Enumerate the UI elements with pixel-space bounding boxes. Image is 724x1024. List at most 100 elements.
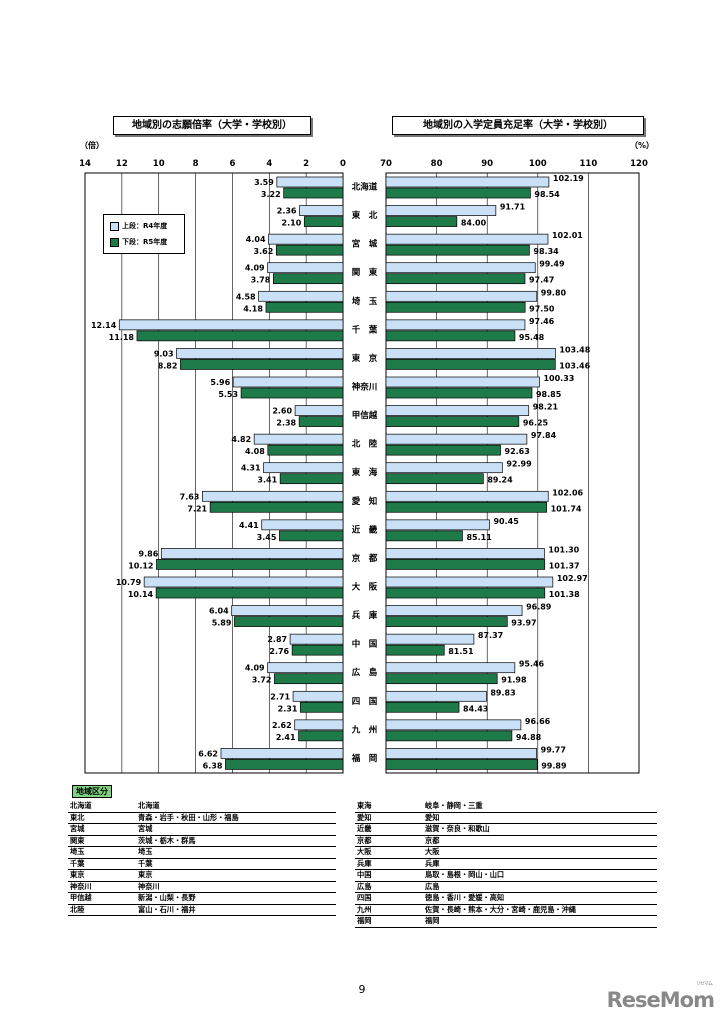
- left-bar-upper: [294, 719, 344, 731]
- region-category-label: 広 島: [352, 667, 378, 678]
- region-row: 京都 京都: [355, 835, 657, 847]
- left-bar-lower: [291, 644, 344, 656]
- region-row: 福岡 福岡: [355, 915, 657, 928]
- region-prefectures-cell: 茨城・栃木・群馬: [136, 835, 336, 847]
- left-tick-label: 2: [303, 159, 309, 169]
- region-row: 神奈川 神奈川: [68, 881, 336, 893]
- left-bar-upper: [118, 319, 344, 331]
- region-category-label: 兵 庫: [352, 610, 378, 621]
- left-bar-lower: [136, 330, 344, 342]
- right-data-label-upper: 99.77: [541, 745, 566, 754]
- left-bar-lower: [265, 301, 344, 313]
- right-bar-upper: [385, 290, 538, 302]
- right-data-label-upper: 89.83: [490, 688, 515, 697]
- right-bar-upper: [385, 262, 536, 274]
- left-tick-label: 12: [116, 159, 128, 169]
- left-data-label-upper: 7.63: [180, 492, 200, 501]
- region-category-label: 九 州: [351, 724, 378, 735]
- region-name-cell: 東海: [355, 801, 423, 813]
- left-bar-upper: [294, 405, 344, 416]
- left-data-label-lower: 3.78: [251, 276, 271, 285]
- right-data-label-lower: 101.38: [549, 590, 580, 599]
- right-bar-lower: [385, 587, 546, 599]
- left-chart-title: 地域別の志願倍率（大学・学校別）: [113, 116, 311, 135]
- region-prefectures-cell: 青森・岩手・秋田・山形・福島: [136, 812, 336, 824]
- left-bar-lower: [272, 273, 344, 285]
- left-bar-lower: [240, 387, 344, 399]
- left-tick-label: 6: [229, 159, 235, 169]
- region-row: 九州 佐賀・長崎・熊本・大分・宮崎・鹿児島・沖縄: [355, 904, 657, 916]
- region-row: 関東 茨城・栃木・群馬: [68, 835, 336, 847]
- right-bar-upper: [385, 233, 549, 245]
- region-prefectures-cell: 神奈川: [136, 881, 336, 893]
- chart-legend: 上段：R4年度 下段：R5年度: [103, 214, 185, 254]
- region-prefectures-cell: 新潟・山梨・長野: [136, 892, 336, 905]
- right-tick-label: 80: [431, 159, 443, 169]
- region-row: 兵庫 兵庫: [355, 858, 657, 870]
- region-name-cell: 九州: [355, 904, 423, 916]
- right-bar-lower: [385, 416, 520, 427]
- left-bar-lower: [234, 616, 344, 627]
- right-data-label-lower: 97.47: [529, 276, 554, 285]
- region-row: 近畿 滋賀・奈良・和歌山: [355, 823, 657, 836]
- region-name-cell: 北海道: [68, 801, 136, 813]
- right-data-label-lower: 101.74: [551, 504, 582, 513]
- left-bar-upper: [202, 490, 344, 502]
- legend-label-lower: 下段：R5年度: [122, 238, 168, 246]
- region-name-cell: 兵庫: [355, 858, 423, 870]
- left-bar-upper: [258, 290, 344, 302]
- left-data-label-lower: 5.53: [218, 390, 238, 399]
- left-bar-lower: [283, 187, 344, 199]
- region-name-cell: 埼玉: [68, 846, 136, 859]
- left-data-label-lower: 2.38: [276, 419, 296, 428]
- right-bar-upper: [385, 205, 497, 216]
- region-prefectures-cell: 兵庫: [423, 858, 657, 870]
- left-bar-lower: [209, 501, 344, 513]
- region-category-label: 甲信越: [352, 410, 378, 421]
- region-name-cell: 関東: [68, 835, 136, 847]
- right-bar-upper: [385, 490, 549, 502]
- left-data-label-upper: 4.31: [241, 464, 261, 473]
- left-data-label-upper: 6.62: [198, 749, 218, 758]
- right-data-label-upper: 103.48: [559, 345, 590, 354]
- right-bar-lower: [385, 244, 530, 256]
- left-data-label-lower: 4.18: [243, 304, 263, 313]
- region-table-right: 東海 岐阜・静岡・三重 愛知 愛知 近畿 滋賀・奈良・和歌山 京都 京都 大阪 大阪 兵庫 兵庫 中国鳥…: [355, 801, 657, 928]
- right-chart-title: 地域別の入学定員充足率（大学・学校別）: [392, 116, 644, 135]
- right-bar-lower: [385, 273, 526, 285]
- right-bar-upper: [385, 576, 554, 588]
- right-data-label-lower: 96.25: [523, 419, 549, 428]
- right-data-label-upper: 96.66: [525, 717, 551, 726]
- left-unit-label: （倍）: [80, 141, 104, 150]
- left-bar-lower: [298, 416, 344, 427]
- region-category-label: 関 東: [352, 267, 378, 278]
- left-bar-upper: [160, 548, 344, 559]
- region-name-cell: 宮城: [68, 823, 136, 836]
- region-prefectures-cell: 富山・石川・福井: [136, 904, 336, 916]
- left-data-label-upper: 4.09: [245, 664, 265, 673]
- region-prefectures-cell: 福岡: [423, 915, 657, 928]
- left-bar-lower: [279, 530, 344, 542]
- region-prefectures-cell: 岐阜・静岡・三重: [423, 801, 657, 813]
- region-name-cell: 愛知: [355, 812, 423, 824]
- right-data-label-lower: 92.63: [505, 447, 530, 456]
- left-bar-lower: [300, 701, 344, 713]
- right-data-label-upper: 102.06: [552, 488, 583, 497]
- left-data-label-lower: 2.41: [276, 733, 296, 742]
- region-name-cell: 福岡: [355, 915, 423, 928]
- resemom-logo: ReseMom リセマム: [606, 981, 715, 1012]
- left-data-label-lower: 3.62: [254, 247, 274, 256]
- left-data-label-lower: 7.21: [187, 504, 207, 513]
- right-bar-lower: [385, 187, 531, 199]
- region-category-label: 大 阪: [352, 582, 378, 593]
- right-tick-label: 120: [630, 159, 648, 169]
- right-bar-upper: [385, 462, 503, 474]
- region-row: 東北 青森・岩手・秋田・山形・福島: [68, 812, 336, 824]
- left-data-label-lower: 3.72: [252, 676, 272, 685]
- left-data-label-upper: 12.14: [91, 321, 117, 330]
- region-prefectures-cell: 広島: [423, 881, 657, 893]
- right-bar-lower: [385, 701, 460, 713]
- right-bar-lower: [385, 216, 458, 227]
- left-data-label-upper: 9.86: [139, 549, 159, 558]
- region-category-label: 宮 城: [352, 239, 378, 250]
